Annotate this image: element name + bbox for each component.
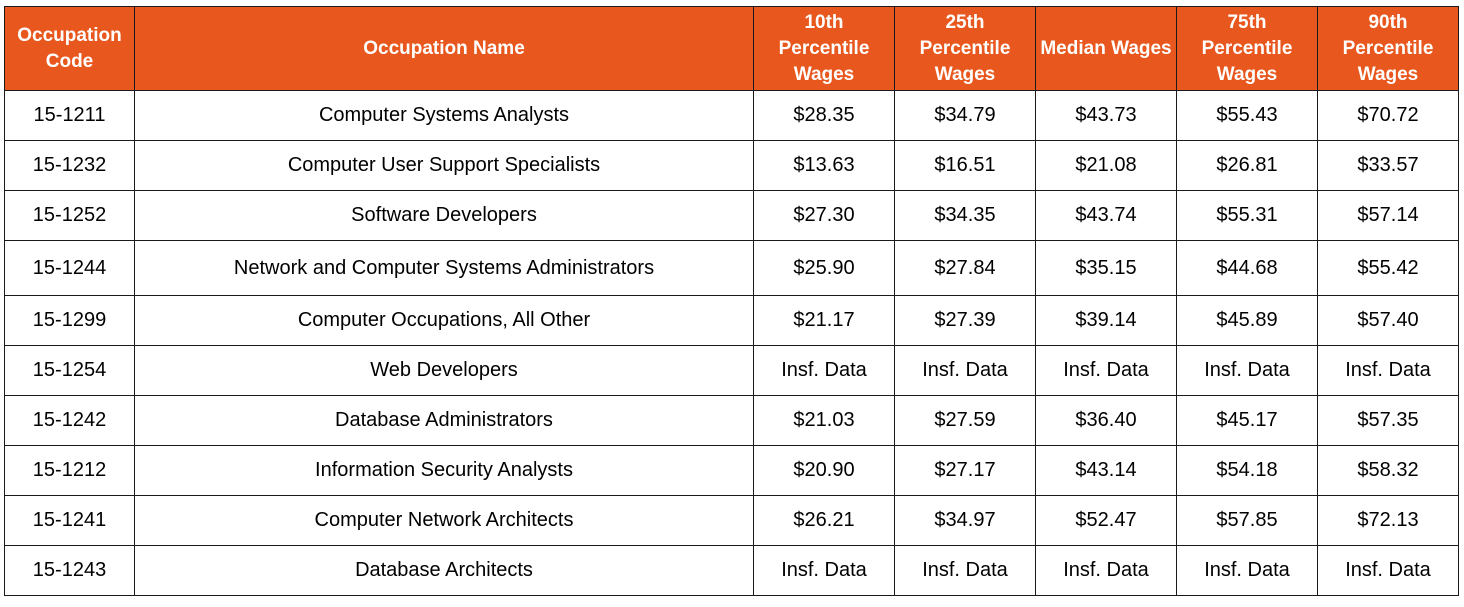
wage-75th: $45.89	[1176, 295, 1318, 346]
occupation-code: 15-1232	[4, 140, 135, 191]
col-header-90th-percentile: 90th Percentile Wages	[1317, 6, 1459, 91]
wage-25th: $27.59	[894, 395, 1036, 446]
col-header-10th-percentile: 10th Percentile Wages	[753, 6, 895, 91]
occupation-name: Computer Systems Analysts	[134, 90, 754, 141]
wage-median: $43.74	[1035, 190, 1177, 241]
table-row: 15-1212 Information Security Analysts $2…	[4, 445, 1459, 496]
occupation-name: Computer Network Architects	[134, 495, 754, 546]
wage-10th: $28.35	[753, 90, 895, 141]
wage-90th: $72.13	[1317, 495, 1459, 546]
wage-90th: Insf. Data	[1317, 545, 1459, 596]
wage-median: $36.40	[1035, 395, 1177, 446]
wage-90th: $57.14	[1317, 190, 1459, 241]
wage-10th: Insf. Data	[753, 545, 895, 596]
occupation-code: 15-1211	[4, 90, 135, 141]
wage-median: $21.08	[1035, 140, 1177, 191]
occupation-code: 15-1241	[4, 495, 135, 546]
occupation-name: Network and Computer Systems Administrat…	[134, 240, 754, 296]
wage-10th: $26.21	[753, 495, 895, 546]
occupation-code: 15-1252	[4, 190, 135, 241]
occupation-name: Computer User Support Specialists	[134, 140, 754, 191]
wage-median: $35.15	[1035, 240, 1177, 296]
wage-25th: $34.35	[894, 190, 1036, 241]
wage-25th: $16.51	[894, 140, 1036, 191]
wage-median: Insf. Data	[1035, 345, 1177, 396]
wage-75th: $44.68	[1176, 240, 1318, 296]
wage-90th: $57.40	[1317, 295, 1459, 346]
wage-90th: $33.57	[1317, 140, 1459, 191]
wage-25th: $27.84	[894, 240, 1036, 296]
occupation-name: Web Developers	[134, 345, 754, 396]
table-row: 15-1242 Database Administrators $21.03 $…	[4, 395, 1459, 446]
wage-10th: $13.63	[753, 140, 895, 191]
wage-75th: $26.81	[1176, 140, 1318, 191]
occupation-code: 15-1212	[4, 445, 135, 496]
wage-25th: Insf. Data	[894, 345, 1036, 396]
occupation-name: Database Administrators	[134, 395, 754, 446]
wage-75th: Insf. Data	[1176, 545, 1318, 596]
wage-90th: $70.72	[1317, 90, 1459, 141]
occupation-name: Computer Occupations, All Other	[134, 295, 754, 346]
wage-75th: $54.18	[1176, 445, 1318, 496]
col-header-occupation-name: Occupation Name	[134, 6, 754, 91]
table-row: 15-1254 Web Developers Insf. Data Insf. …	[4, 345, 1459, 396]
table-row: 15-1243 Database Architects Insf. Data I…	[4, 545, 1459, 596]
table-row: 15-1241 Computer Network Architects $26.…	[4, 495, 1459, 546]
wage-10th: $20.90	[753, 445, 895, 496]
occupation-name: Database Architects	[134, 545, 754, 596]
wage-75th: Insf. Data	[1176, 345, 1318, 396]
occupation-code: 15-1254	[4, 345, 135, 396]
wage-table: Occupation Code Occupation Name 10th Per…	[4, 6, 1459, 596]
header-row: Occupation Code Occupation Name 10th Per…	[4, 6, 1459, 91]
wage-10th: $25.90	[753, 240, 895, 296]
wage-75th: $55.31	[1176, 190, 1318, 241]
wage-10th: $21.03	[753, 395, 895, 446]
occupation-code: 15-1242	[4, 395, 135, 446]
col-header-median: Median Wages	[1035, 6, 1177, 91]
wage-90th: $58.32	[1317, 445, 1459, 496]
wage-25th: $27.17	[894, 445, 1036, 496]
wage-25th: $34.97	[894, 495, 1036, 546]
table-body: 15-1211 Computer Systems Analysts $28.35…	[4, 90, 1459, 596]
wage-25th: $27.39	[894, 295, 1036, 346]
wage-table-container: Occupation Code Occupation Name 10th Per…	[4, 6, 1459, 596]
wage-75th: $57.85	[1176, 495, 1318, 546]
table-row: 15-1232 Computer User Support Specialist…	[4, 140, 1459, 191]
table-row: 15-1252 Software Developers $27.30 $34.3…	[4, 190, 1459, 241]
wage-75th: $45.17	[1176, 395, 1318, 446]
wage-median: $52.47	[1035, 495, 1177, 546]
wage-median: $43.14	[1035, 445, 1177, 496]
occupation-name: Software Developers	[134, 190, 754, 241]
occupation-name: Information Security Analysts	[134, 445, 754, 496]
col-header-occupation-code: Occupation Code	[4, 6, 135, 91]
occupation-code: 15-1299	[4, 295, 135, 346]
wage-90th: Insf. Data	[1317, 345, 1459, 396]
col-header-25th-percentile: 25th Percentile Wages	[894, 6, 1036, 91]
occupation-code: 15-1243	[4, 545, 135, 596]
wage-90th: $57.35	[1317, 395, 1459, 446]
wage-90th: $55.42	[1317, 240, 1459, 296]
col-header-75th-percentile: 75th Percentile Wages	[1176, 6, 1318, 91]
wage-75th: $55.43	[1176, 90, 1318, 141]
wage-10th: $21.17	[753, 295, 895, 346]
wage-10th: Insf. Data	[753, 345, 895, 396]
occupation-code: 15-1244	[4, 240, 135, 296]
wage-10th: $27.30	[753, 190, 895, 241]
table-row: 15-1244 Network and Computer Systems Adm…	[4, 240, 1459, 296]
table-row: 15-1211 Computer Systems Analysts $28.35…	[4, 90, 1459, 141]
wage-25th: $34.79	[894, 90, 1036, 141]
wage-median: Insf. Data	[1035, 545, 1177, 596]
wage-median: $39.14	[1035, 295, 1177, 346]
wage-25th: Insf. Data	[894, 545, 1036, 596]
table-row: 15-1299 Computer Occupations, All Other …	[4, 295, 1459, 346]
wage-median: $43.73	[1035, 90, 1177, 141]
